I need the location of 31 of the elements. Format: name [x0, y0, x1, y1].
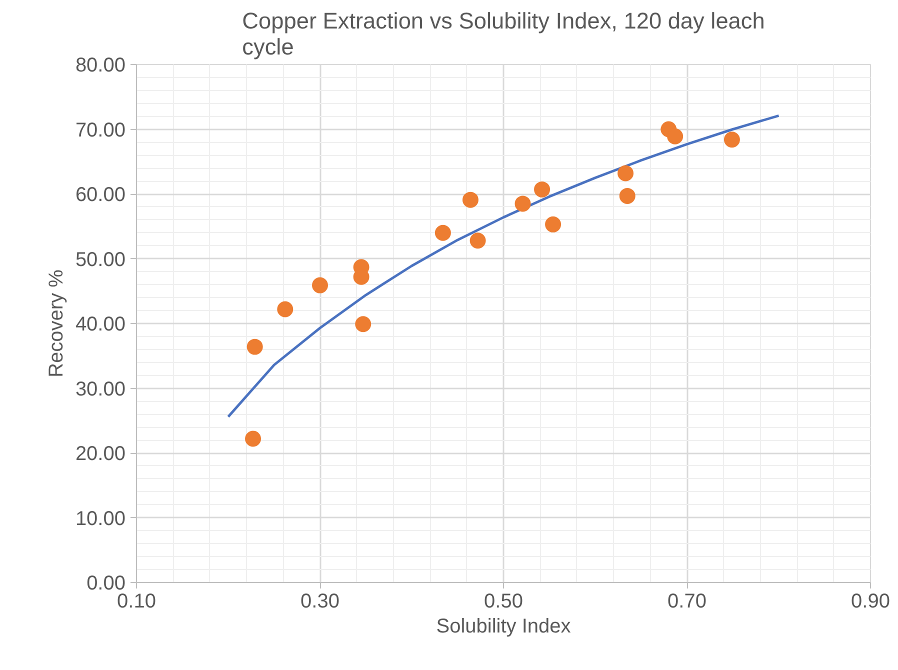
point [312, 277, 328, 294]
y-axis-title: Recovery % [45, 269, 68, 378]
point [462, 192, 478, 208]
y-tick-label: 30.00 [75, 378, 126, 400]
chart-title: Copper Extraction vs Solubility Index, 120 day leach cycle [242, 8, 765, 60]
y-tick-label: 20.00 [75, 443, 126, 465]
point [246, 338, 263, 355]
point [470, 232, 486, 249]
point [277, 301, 294, 318]
point [355, 316, 372, 332]
y-tick-label: 50.00 [75, 248, 126, 271]
point [434, 224, 451, 241]
x-tick-label: 0.30 [300, 590, 340, 612]
point [619, 188, 636, 204]
y-tick-label: 10.00 [75, 508, 126, 530]
y-tick-label: 80.00 [75, 54, 126, 76]
y-tick-label: 60.00 [75, 184, 126, 206]
x-tick-label: 0.90 [851, 590, 890, 612]
point [724, 132, 740, 148]
x-tick-label: 0.50 [484, 590, 523, 612]
point [545, 216, 562, 232]
point [534, 181, 550, 198]
point [514, 196, 531, 212]
x-axis-title: Solubility Index [436, 616, 571, 638]
x-tick-label: 0.70 [668, 590, 706, 612]
point [667, 128, 684, 144]
y-tick-label: 40.00 [75, 314, 126, 336]
line-series [227, 114, 780, 418]
point [245, 430, 262, 447]
y-tick-label: 70.00 [75, 119, 126, 142]
point [618, 165, 634, 182]
